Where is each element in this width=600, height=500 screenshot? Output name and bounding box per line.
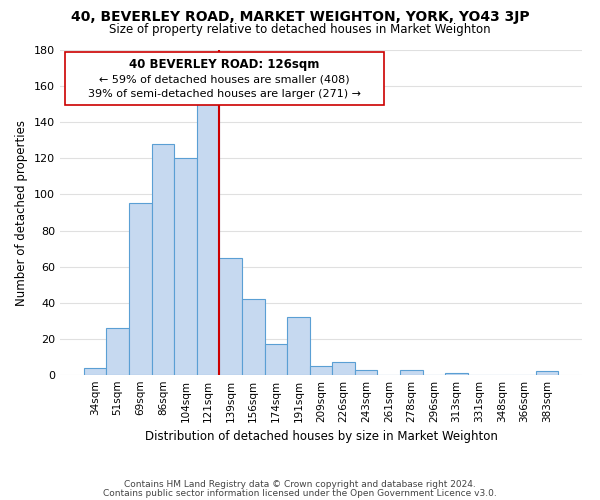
Bar <box>84 368 106 375</box>
Bar <box>536 372 558 375</box>
Bar <box>152 144 174 375</box>
Bar <box>129 204 152 375</box>
Bar <box>197 104 220 375</box>
Text: Size of property relative to detached houses in Market Weighton: Size of property relative to detached ho… <box>109 22 491 36</box>
FancyBboxPatch shape <box>65 52 383 106</box>
Text: Contains public sector information licensed under the Open Government Licence v3: Contains public sector information licen… <box>103 488 497 498</box>
Bar <box>242 299 265 375</box>
Y-axis label: Number of detached properties: Number of detached properties <box>16 120 28 306</box>
Bar <box>332 362 355 375</box>
Bar <box>265 344 287 375</box>
Bar <box>287 317 310 375</box>
Bar <box>174 158 197 375</box>
Bar <box>355 370 377 375</box>
Text: ← 59% of detached houses are smaller (408): ← 59% of detached houses are smaller (40… <box>99 74 350 85</box>
Bar <box>445 373 468 375</box>
Text: 39% of semi-detached houses are larger (271) →: 39% of semi-detached houses are larger (… <box>88 89 361 99</box>
Bar <box>310 366 332 375</box>
Bar <box>400 370 422 375</box>
Text: Contains HM Land Registry data © Crown copyright and database right 2024.: Contains HM Land Registry data © Crown c… <box>124 480 476 489</box>
Text: 40 BEVERLEY ROAD: 126sqm: 40 BEVERLEY ROAD: 126sqm <box>129 58 320 71</box>
Bar <box>106 328 129 375</box>
X-axis label: Distribution of detached houses by size in Market Weighton: Distribution of detached houses by size … <box>145 430 497 444</box>
Bar <box>220 258 242 375</box>
Text: 40, BEVERLEY ROAD, MARKET WEIGHTON, YORK, YO43 3JP: 40, BEVERLEY ROAD, MARKET WEIGHTON, YORK… <box>71 10 529 24</box>
